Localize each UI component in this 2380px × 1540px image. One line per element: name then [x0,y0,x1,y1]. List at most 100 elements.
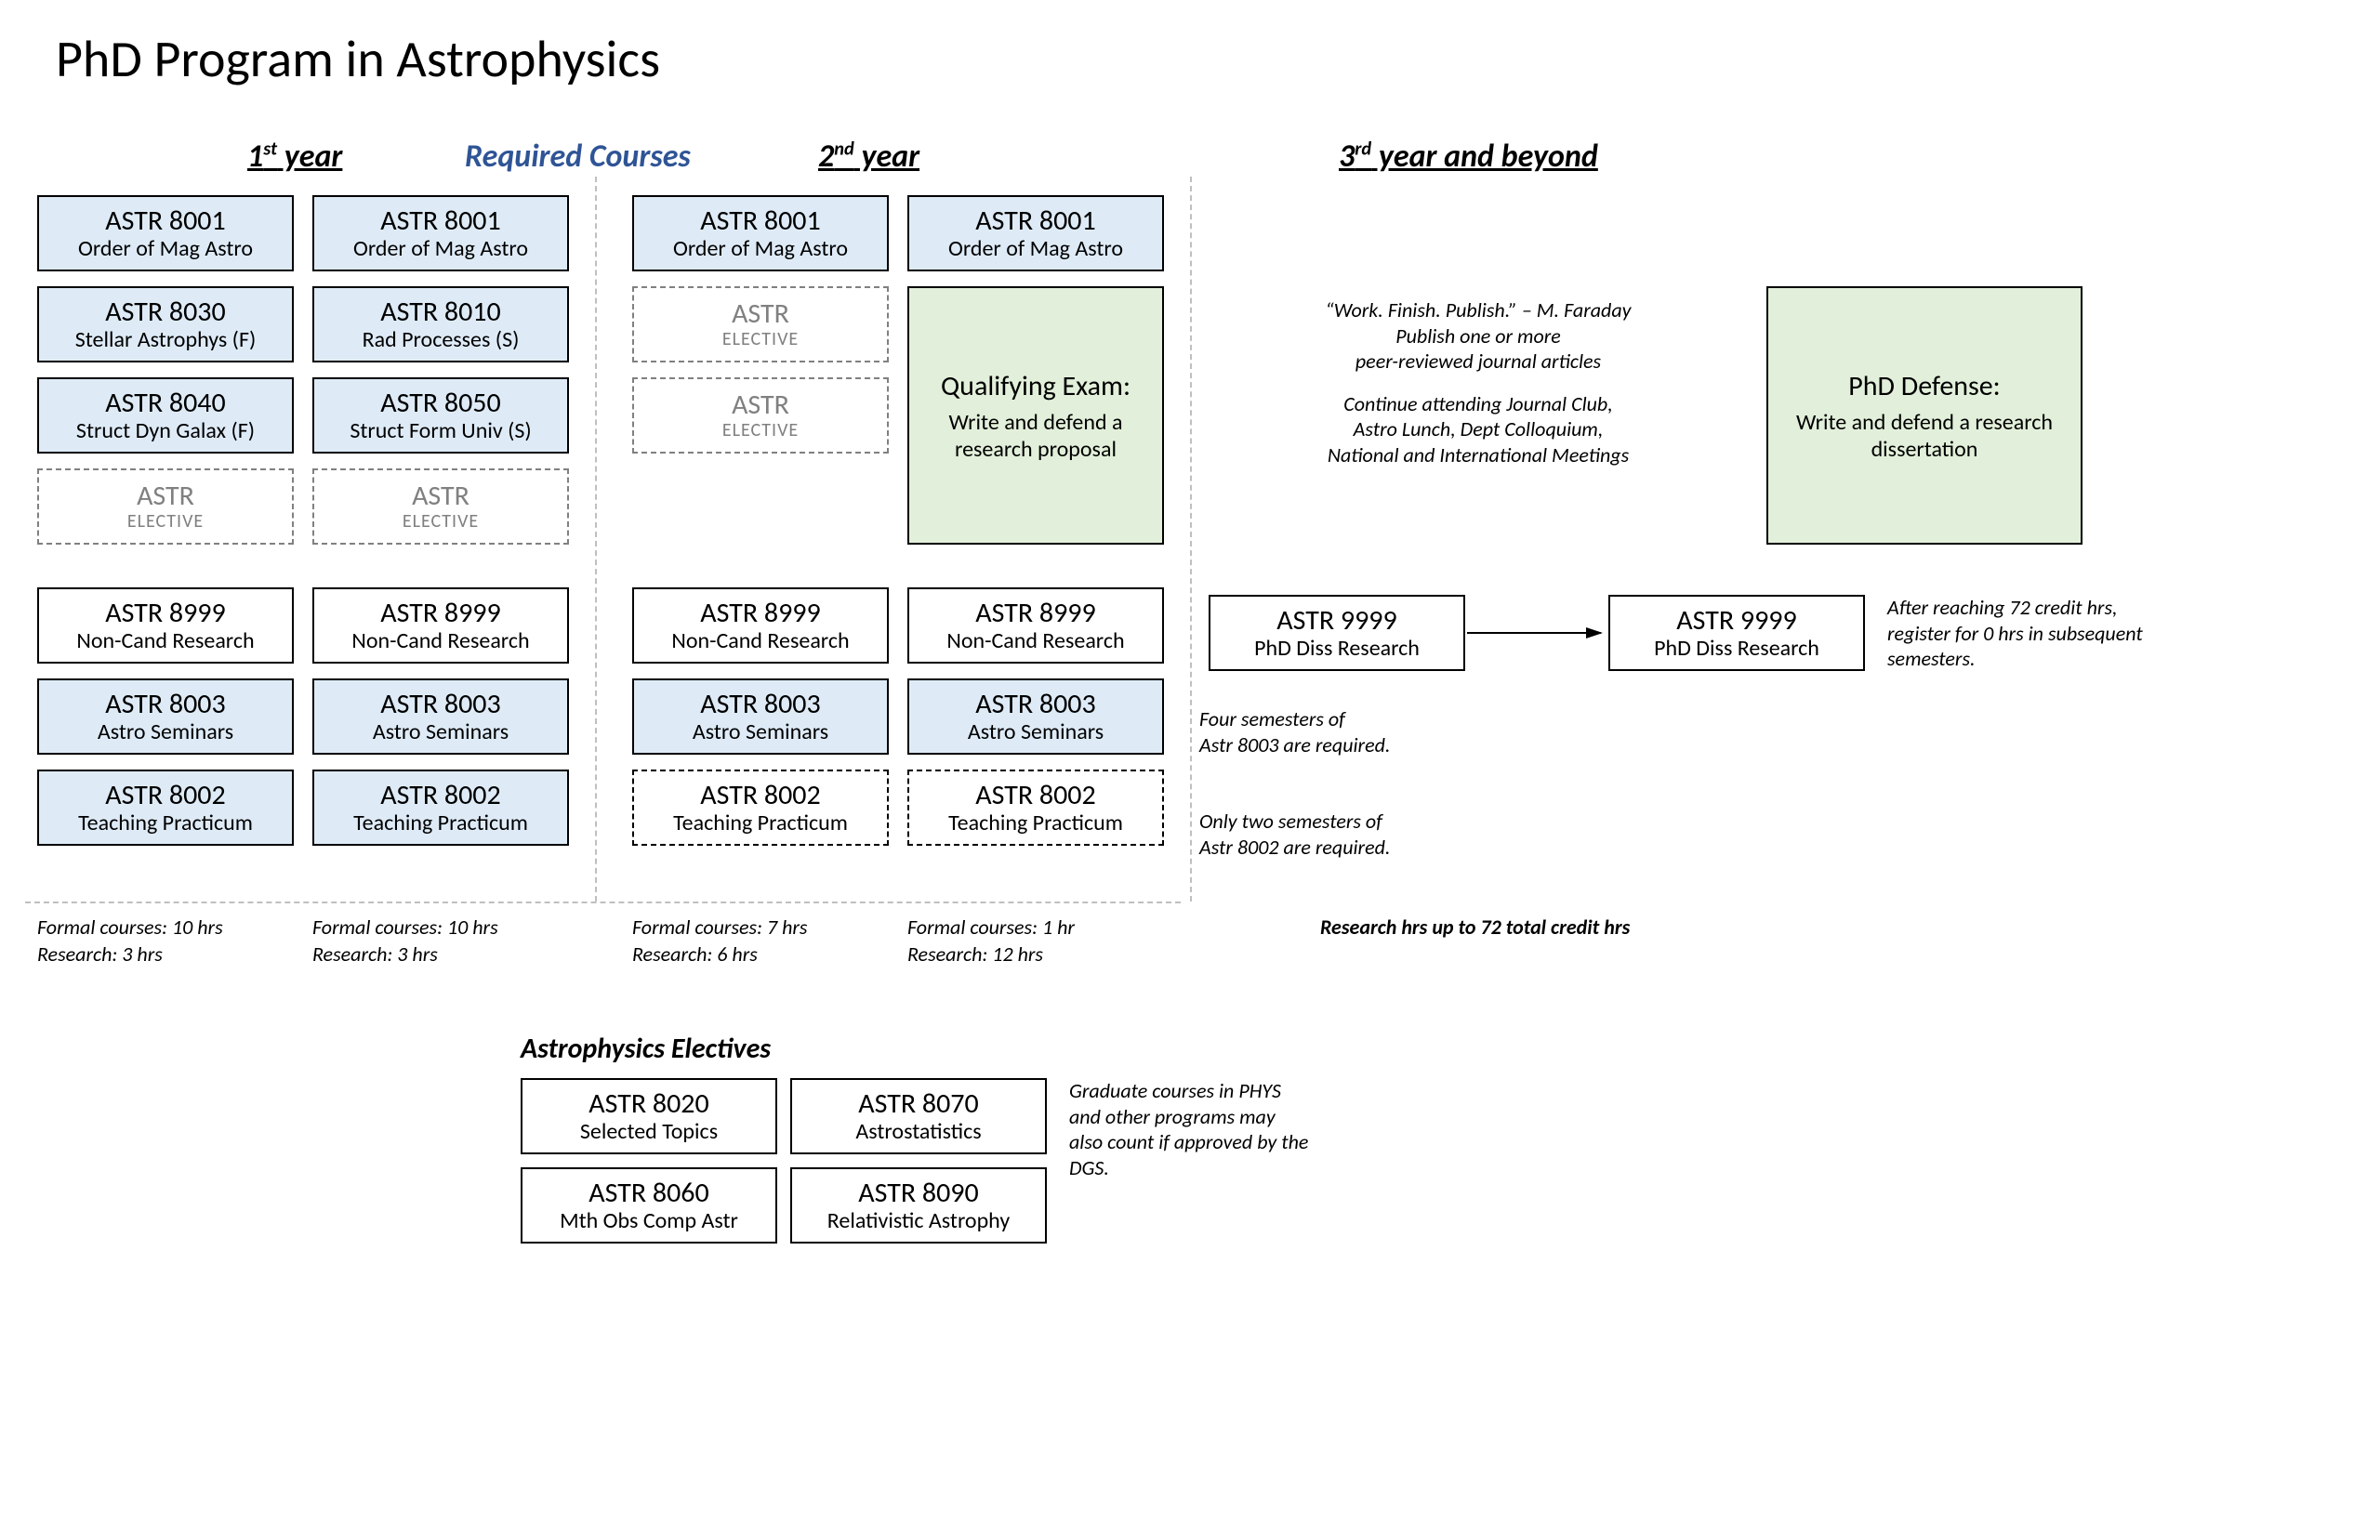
course-box: ASTR 8020Selected Topics [521,1078,777,1154]
course-box: ASTR 8003Astro Seminars [312,678,569,755]
course-subtitle: Non-Cand Research [351,629,529,652]
course-box: ASTR 8002Teaching Practicum [632,770,889,846]
course-subtitle: Astro Seminars [693,720,828,744]
course-code: ASTR 8001 [700,206,820,236]
course-box: ASTR 8001Order of Mag Astro [907,195,1164,271]
course-code: ASTR 8999 [700,599,820,628]
course-box: ASTR 8999Non-Cand Research [37,587,294,664]
course-subtitle: Astro Seminars [373,720,509,744]
course-subtitle: Astro Seminars [98,720,233,744]
course-code: ASTR 8001 [105,206,225,236]
course-subtitle: ELECTIVE [722,330,799,349]
course-box: ASTR 8999Non-Cand Research [632,587,889,664]
course-subtitle: Teaching Practicum [78,811,253,835]
course-box: ASTR 9999PhD Diss Research [1209,595,1465,671]
course-code: ASTR [412,481,469,511]
course-code: ASTR 8001 [380,206,500,236]
course-box: ASTR 8999Non-Cand Research [312,587,569,664]
course-code: ASTR 8002 [700,781,820,810]
course-box: ASTRELECTIVE [632,377,889,454]
defense-title: PhD Defense: [1848,369,2000,403]
course-subtitle: ELECTIVE [722,421,799,441]
course-subtitle: Order of Mag Astro [673,237,848,260]
course-subtitle: Struct Form Univ (S) [350,419,531,442]
course-box: ASTRELECTIVE [632,286,889,362]
course-subtitle: Selected Topics [580,1120,718,1143]
electives-note: Graduate courses in PHYS and other progr… [1069,1078,1311,1180]
course-subtitle: PhD Diss Research [1254,637,1420,660]
course-box: ASTRELECTIVE [37,468,294,545]
course-subtitle: Mth Obs Comp Astr [560,1209,738,1232]
credit-summary: Formal courses: 1 hrResearch: 12 hrs [907,915,1164,967]
side-note: After reaching 72 credit hrs, register f… [1887,595,2185,672]
side-note: Four semesters ofAstr 8003 are required. [1199,706,1478,757]
course-box: ASTR 8003Astro Seminars [907,678,1164,755]
course-subtitle: Teaching Practicum [948,811,1123,835]
credit-summary: Formal courses: 7 hrsResearch: 6 hrs [632,915,889,967]
side-note: Only two semesters ofAstr 8002 are requi… [1199,809,1478,860]
course-code: ASTR 8003 [975,690,1095,719]
course-code: ASTR 8020 [588,1089,708,1119]
course-code: ASTR 8002 [975,781,1095,810]
course-code: ASTR 8070 [858,1089,978,1119]
course-code: ASTR 8002 [105,781,225,810]
course-code: ASTR 8060 [588,1178,708,1208]
arrow-icon [1467,619,1606,647]
course-code: ASTR 8999 [105,599,225,628]
course-box: ASTR 8070Astrostatistics [790,1078,1047,1154]
course-subtitle: ELECTIVE [403,512,479,532]
course-box: ASTR 9999PhD Diss Research [1608,595,1865,671]
course-code: ASTR 8001 [975,206,1095,236]
year3-heading: 3rd year and beyond [1339,138,1598,176]
course-subtitle: Rad Processes (S) [363,328,520,351]
course-code: ASTR 8090 [858,1178,978,1208]
course-code: ASTR 8999 [380,599,500,628]
qualifying-exam-box: Qualifying Exam: Write and defend a resea… [907,286,1164,545]
course-subtitle: Astrostatistics [855,1120,981,1143]
course-box: ASTR 8010Rad Processes (S) [312,286,569,362]
course-subtitle: Non-Cand Research [671,629,849,652]
research-hrs-note: Research hrs up to 72 total credit hrs [1320,915,1630,941]
course-code: ASTR 9999 [1276,606,1396,636]
defense-sub: Write and defend a research dissertation [1781,409,2068,463]
course-subtitle: PhD Diss Research [1654,637,1819,660]
course-code: ASTR 8003 [380,690,500,719]
course-subtitle: Astro Seminars [968,720,1104,744]
course-box: ASTR 8003Astro Seminars [37,678,294,755]
qual-title: Qualifying Exam: [941,369,1130,403]
course-box: ASTRELECTIVE [312,468,569,545]
electives-heading: Astrophysics Electives [521,1032,771,1066]
course-subtitle: Teaching Practicum [673,811,848,835]
course-code: ASTR 8999 [975,599,1095,628]
course-code: ASTR 8050 [380,388,500,418]
credit-summary: Formal courses: 10 hrsResearch: 3 hrs [37,915,294,967]
course-code: ASTR 8010 [380,297,500,327]
course-box: ASTR 8999Non-Cand Research [907,587,1164,664]
course-subtitle: Order of Mag Astro [948,237,1123,260]
course-subtitle: Relativistic Astrophy [827,1209,1010,1232]
course-subtitle: ELECTIVE [127,512,204,532]
course-box: ASTR 8001Order of Mag Astro [632,195,889,271]
page-title: PhD Program in Astrophysics [56,28,660,91]
course-box: ASTR 8001Order of Mag Astro [37,195,294,271]
course-code: ASTR 8030 [105,297,225,327]
course-box: ASTR 8050Struct Form Univ (S) [312,377,569,454]
course-subtitle: Order of Mag Astro [353,237,528,260]
course-code: ASTR 8003 [700,690,820,719]
course-box: ASTR 8040Struct Dyn Galax (F) [37,377,294,454]
course-code: ASTR [732,390,789,420]
course-code: ASTR 9999 [1676,606,1796,636]
qual-sub: Write and defend a research proposal [922,409,1149,463]
course-box: ASTR 8003Astro Seminars [632,678,889,755]
credit-summary: Formal courses: 10 hrsResearch: 3 hrs [312,915,569,967]
year2-heading: 2nd year [818,138,919,176]
year3-note: “Work. Finish. Publish.” – M. FaradayPub… [1246,297,1711,467]
course-subtitle: Teaching Practicum [353,811,528,835]
course-subtitle: Stellar Astrophys (F) [75,328,257,351]
course-box: ASTR 8002Teaching Practicum [312,770,569,846]
course-code: ASTR 8040 [105,388,225,418]
course-code: ASTR [732,299,789,329]
course-subtitle: Non-Cand Research [76,629,254,652]
course-subtitle: Non-Cand Research [946,629,1124,652]
course-subtitle: Order of Mag Astro [78,237,253,260]
